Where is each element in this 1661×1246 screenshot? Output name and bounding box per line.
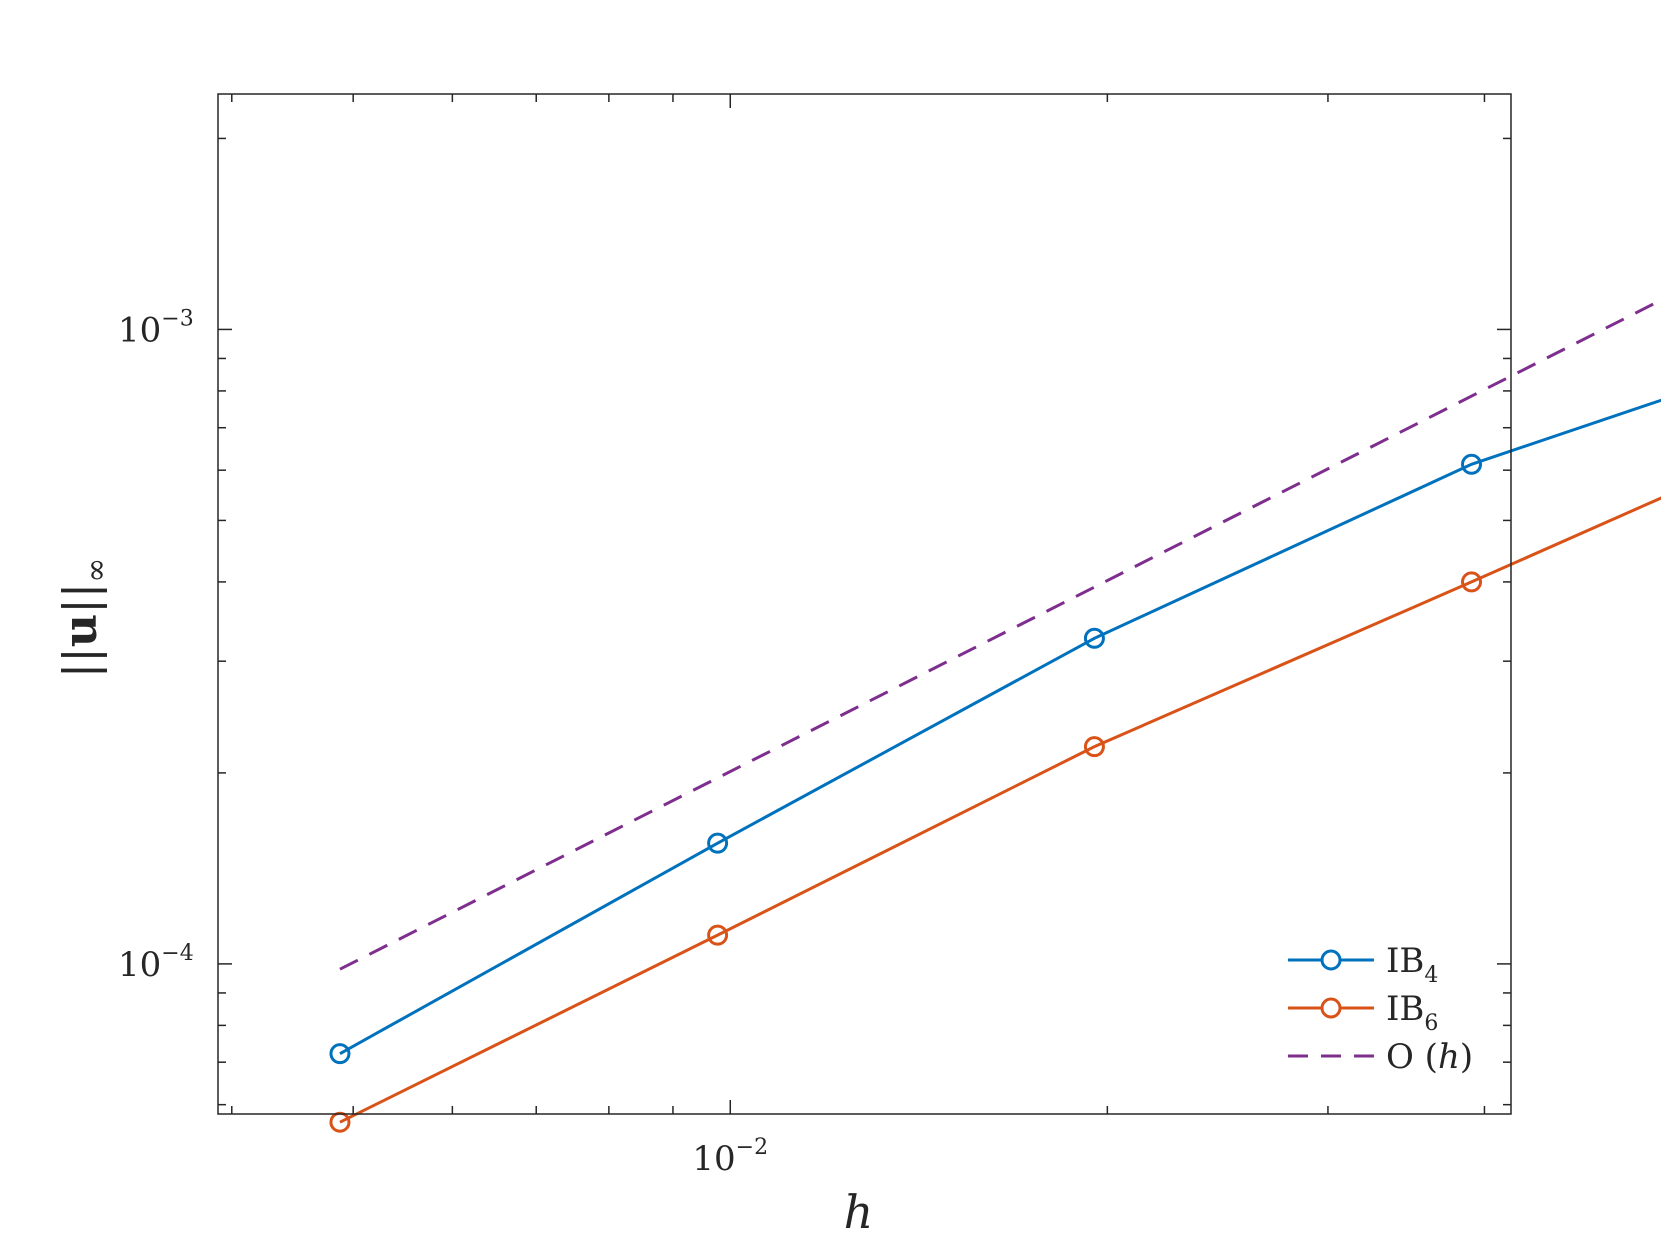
data-point (707, 832, 729, 854)
series-2 (329, 496, 1661, 1133)
data-point (329, 1111, 351, 1133)
series-line (339, 398, 1661, 1055)
y-label-bold: u (53, 614, 107, 647)
data-point (1083, 736, 1105, 758)
y-label-sub: ∞ (79, 558, 114, 583)
x-tick-label: 10−2 (692, 1135, 768, 1179)
legend-marker (1320, 949, 1342, 971)
minor-ticks (218, 94, 1511, 1114)
series-line (339, 496, 1661, 1124)
series-1 (329, 398, 1661, 1065)
data-point (1461, 453, 1483, 475)
x-axis-label: h (844, 1185, 874, 1239)
y-tick-label: 10−4 (118, 941, 194, 985)
legend-item: IB6 (1288, 989, 1438, 1036)
plot-frame (217, 93, 1512, 1115)
legend-item: IB4 (1288, 941, 1438, 988)
legend-item: O (h) (1288, 1037, 1473, 1077)
data-point (329, 1043, 351, 1065)
data-point (707, 924, 729, 946)
series-line (339, 298, 1661, 971)
y-axis-label: ||u||∞ (53, 558, 114, 678)
legend-marker (1320, 997, 1342, 1019)
y-label-pre: || (53, 647, 107, 678)
series-3 (339, 298, 1661, 971)
legend-label: IB4 (1386, 941, 1438, 988)
series-layer (329, 298, 1661, 1133)
y-tick-label: 10−3 (118, 306, 194, 350)
legend-label: O (h) (1386, 1037, 1473, 1077)
data-point (1461, 571, 1483, 593)
data-point (1083, 627, 1105, 649)
y-label-post: || (53, 583, 107, 614)
tick-labels: 10−2 10−4 10−3 (118, 306, 768, 1179)
legend-label: IB6 (1386, 989, 1438, 1036)
